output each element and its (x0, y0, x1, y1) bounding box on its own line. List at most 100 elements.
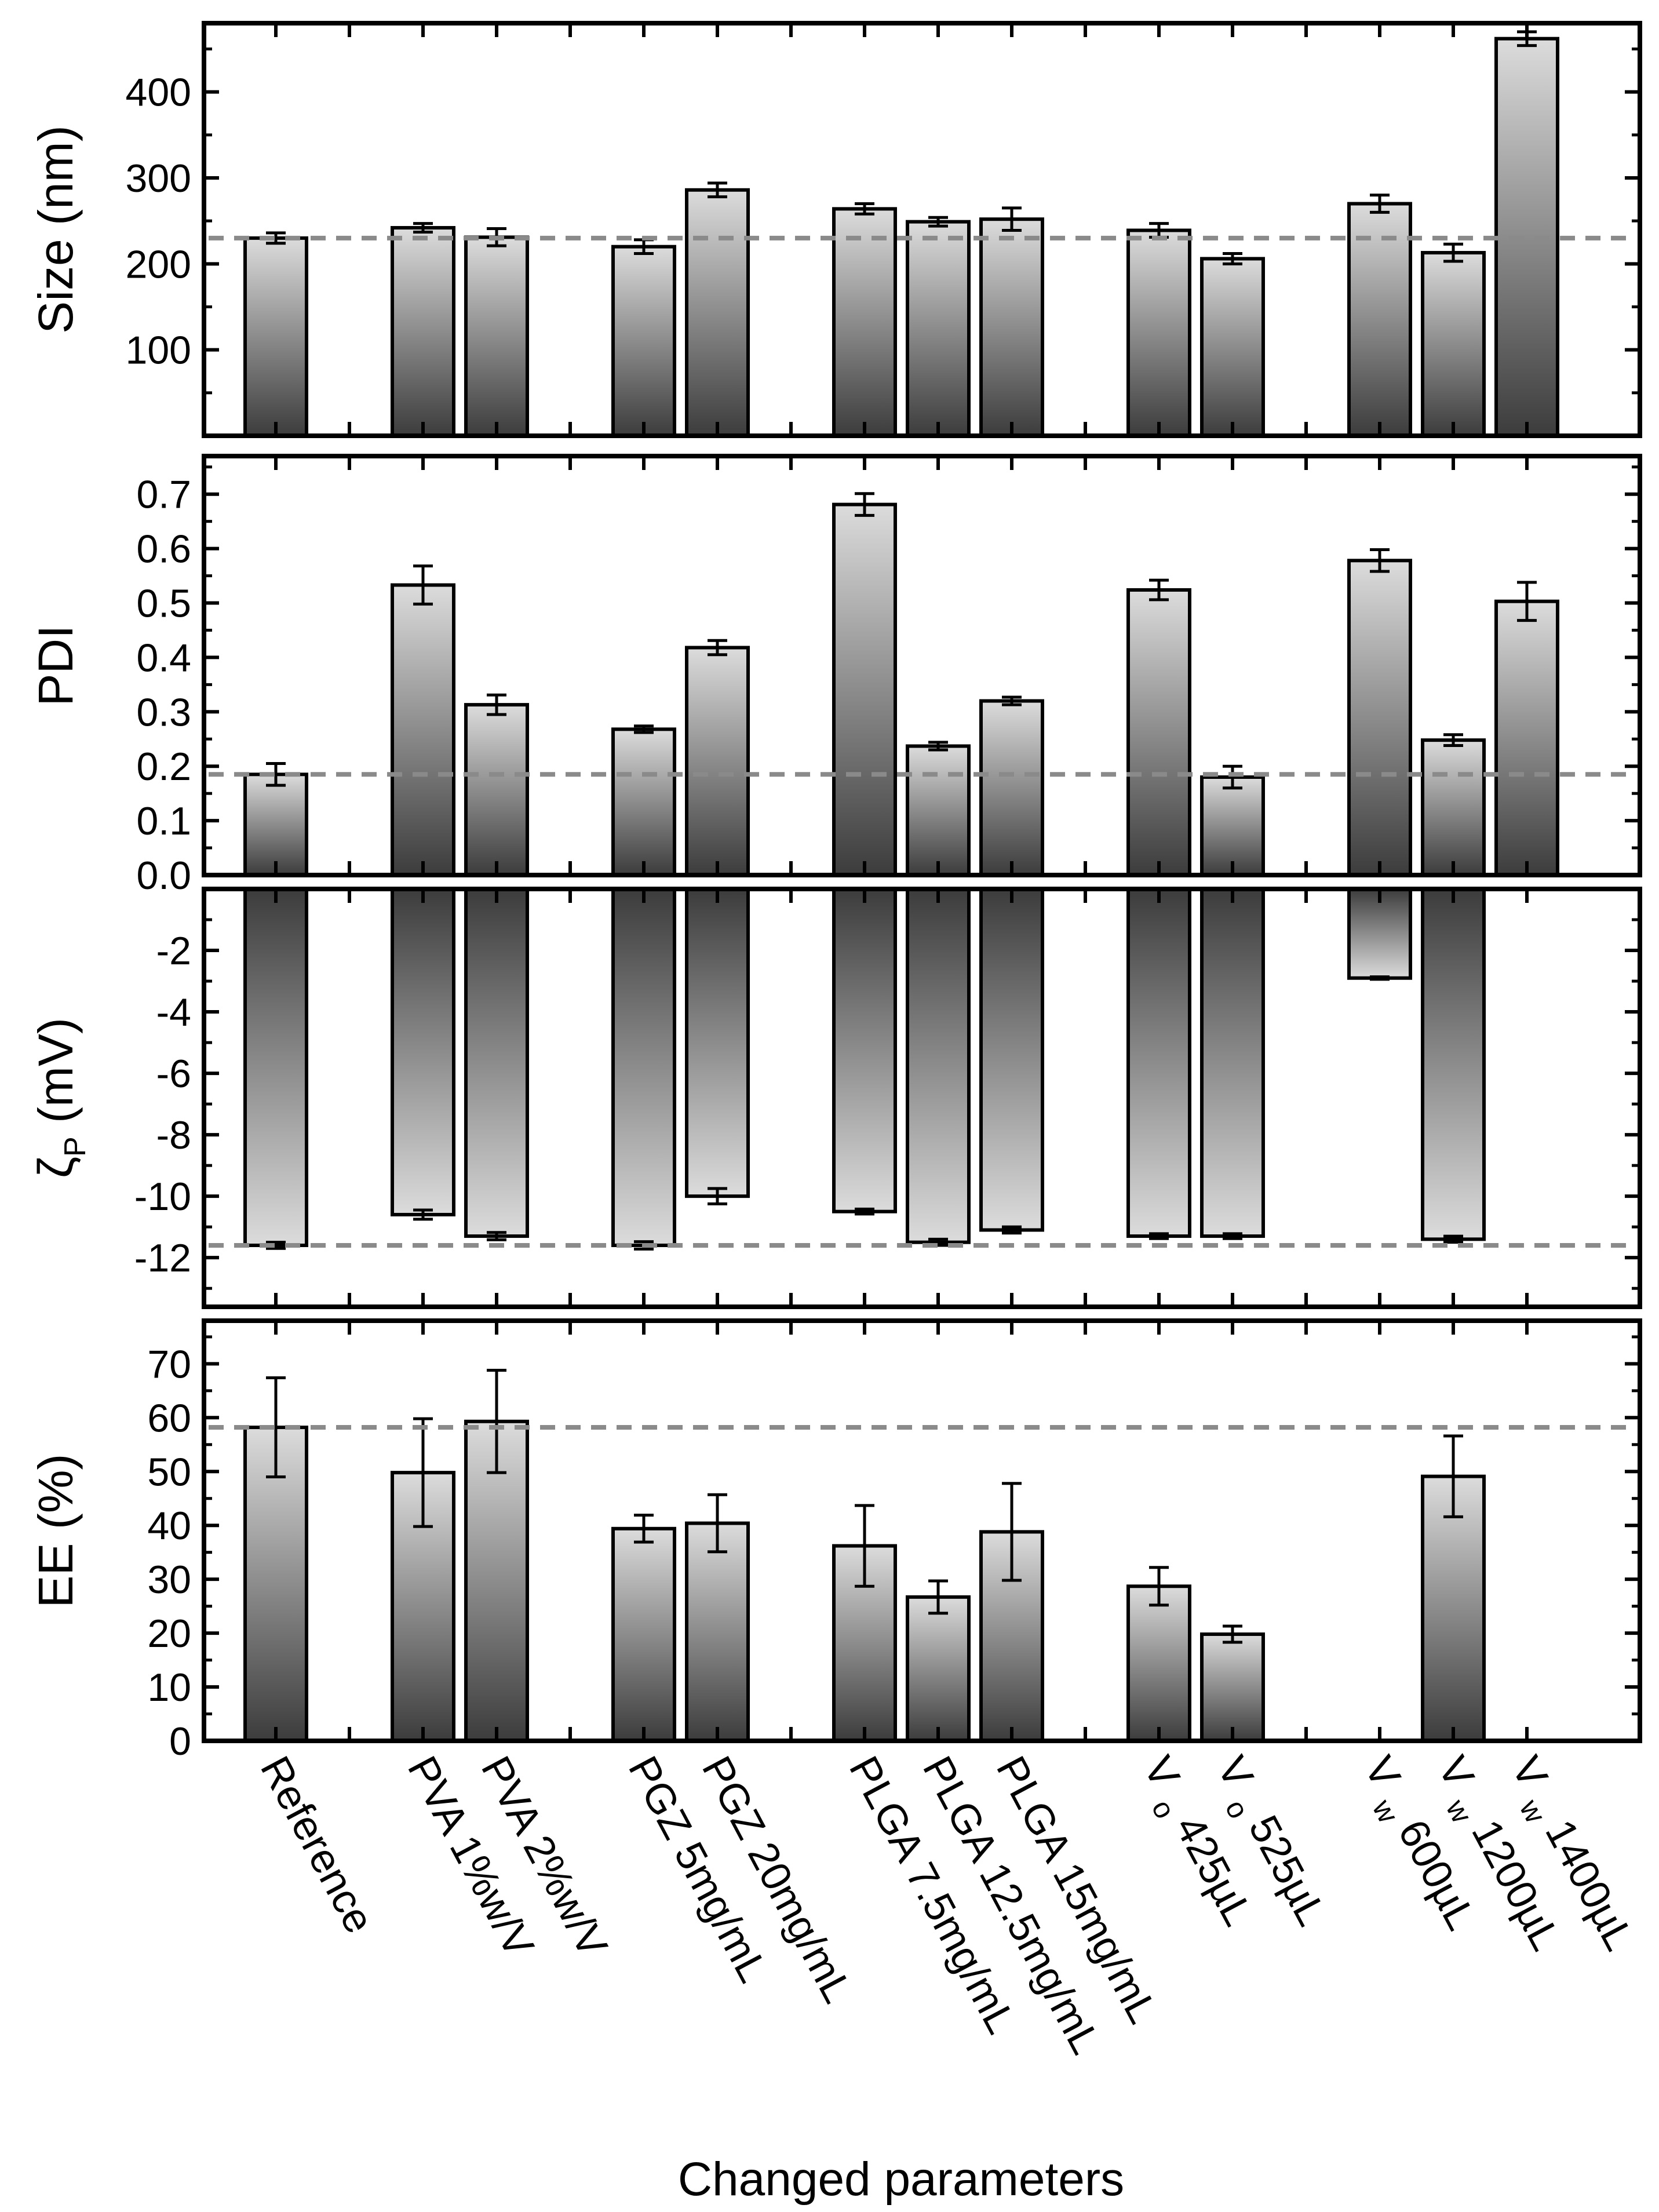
zeta-error-bar (855, 1207, 874, 1216)
zeta-error-bar (413, 1208, 433, 1221)
zeta-error-bar (1370, 975, 1390, 981)
size-bar (1126, 228, 1191, 438)
ee-error-bar (1149, 1566, 1169, 1607)
pdi-frame (202, 454, 1642, 877)
ee-y-tick-label: 10 (147, 1666, 191, 1710)
ee-y-tick-label: 60 (147, 1396, 191, 1440)
panel-size: 100 200 300 400 Size (nm) (28, 21, 1642, 438)
pdi-bar (1347, 559, 1412, 877)
pdi-error-bar (487, 693, 506, 716)
zeta-y-tick-label: -4 (156, 990, 191, 1034)
size-error-bar (855, 202, 874, 216)
pdi-error-bar (855, 492, 874, 517)
size-bar (979, 217, 1044, 438)
zeta-bar (832, 887, 897, 1213)
ee-bar (1200, 1632, 1265, 1743)
zeta-bar (685, 887, 750, 1198)
zeta-bar (391, 887, 455, 1216)
pdi-error-bar (928, 741, 948, 752)
size-error-bar (1002, 206, 1022, 232)
zeta-y-tick-label: -10 (134, 1175, 191, 1219)
zeta-bar (1126, 887, 1191, 1238)
pdi-error-bar (1517, 581, 1537, 622)
ee-error-bar (708, 1493, 727, 1554)
size-error-bar (1223, 252, 1242, 265)
ee-bar (685, 1521, 750, 1743)
size-frame (202, 21, 1642, 438)
zeta-error-bar (1149, 1232, 1169, 1240)
size-y-tick-label: 300 (126, 156, 191, 201)
size-error-bar (708, 181, 727, 199)
pdi-error-bar (1223, 764, 1242, 790)
pdi-y-tick-label: 0.6 (136, 527, 191, 571)
size-error-bar (266, 231, 286, 245)
zeta-bar (906, 887, 971, 1244)
zeta-error-bar (1002, 1225, 1022, 1235)
pdi-bar (1126, 588, 1191, 877)
zeta-error-bar (266, 1241, 286, 1250)
pdi-bar (1200, 775, 1265, 877)
pdi-bar (979, 699, 1044, 877)
size-bar (685, 188, 750, 438)
zeta-error-bar (1443, 1234, 1463, 1244)
zeta-y-tick-label: -12 (134, 1236, 191, 1280)
pdi-y-tick-label: 0.3 (136, 690, 191, 734)
pdi-error-bar (1443, 733, 1463, 748)
pdi-error-bar (266, 762, 286, 787)
zeta-error-bar (487, 1231, 506, 1241)
ee-y-tick-label: 50 (147, 1450, 191, 1494)
ee-error-bar (413, 1417, 433, 1528)
ee-error-bar (855, 1504, 874, 1588)
size-bar (1421, 251, 1486, 438)
zeta-bar (1421, 887, 1486, 1241)
zeta-y-axis-label: ζP (mV) (28, 1018, 92, 1178)
ee-error-bar (928, 1579, 948, 1615)
pdi-bar (1421, 738, 1486, 877)
size-bar (1347, 202, 1412, 438)
pdi-bar (464, 703, 529, 877)
pdi-bar (391, 583, 455, 877)
zeta-y-tick-label: -2 (156, 929, 191, 973)
zeta-error-bar (1223, 1232, 1242, 1240)
pdi-y-axis-label: PDI (28, 625, 83, 706)
zeta-y-tick-label: -6 (156, 1052, 191, 1096)
x-axis-label: Changed parameters (678, 2153, 1124, 2206)
size-error-bar (1443, 242, 1463, 263)
pdi-bar (685, 646, 750, 877)
size-bar (464, 235, 529, 438)
pdi-bar (1494, 599, 1559, 877)
size-y-axis-label: Size (nm) (28, 125, 83, 333)
ee-bar (1126, 1584, 1191, 1743)
ee-y-tick-label: 40 (147, 1504, 191, 1548)
pdi-error-bar (634, 724, 654, 734)
pdi-error-bar (413, 564, 433, 606)
size-y-tick-label: 400 (126, 71, 191, 115)
size-bar (391, 226, 455, 438)
size-bar (832, 207, 897, 438)
size-error-bar (1370, 194, 1390, 214)
ee-y-tick-label: 70 (147, 1342, 191, 1386)
ee-bar (243, 1426, 308, 1743)
ee-y-tick-label: 30 (147, 1558, 191, 1602)
zeta-bar (1200, 887, 1265, 1238)
pdi-error-bar (708, 639, 727, 657)
pdi-y-tick-label: 0.2 (136, 745, 191, 789)
panel-zeta: -12 -10 -8 -6 -4 -2 ζP (mV) (28, 887, 1642, 1309)
ee-y-axis-label: EE (%) (28, 1453, 83, 1608)
pdi-y-tick-label: 0.1 (136, 799, 191, 843)
ee-error-bar (266, 1376, 286, 1479)
ee-error-bar (487, 1369, 506, 1474)
ee-error-bar (634, 1514, 654, 1544)
size-error-bar (928, 216, 948, 228)
ee-bar (906, 1595, 971, 1743)
pdi-error-bar (1149, 578, 1169, 602)
size-bar (1200, 257, 1265, 438)
ee-bar (611, 1526, 676, 1743)
ee-y-tick-label: 0 (169, 1719, 191, 1763)
zeta-frame (202, 887, 1642, 1309)
pdi-bar (906, 744, 971, 877)
pdi-y-tick-label: 0.5 (136, 582, 191, 626)
